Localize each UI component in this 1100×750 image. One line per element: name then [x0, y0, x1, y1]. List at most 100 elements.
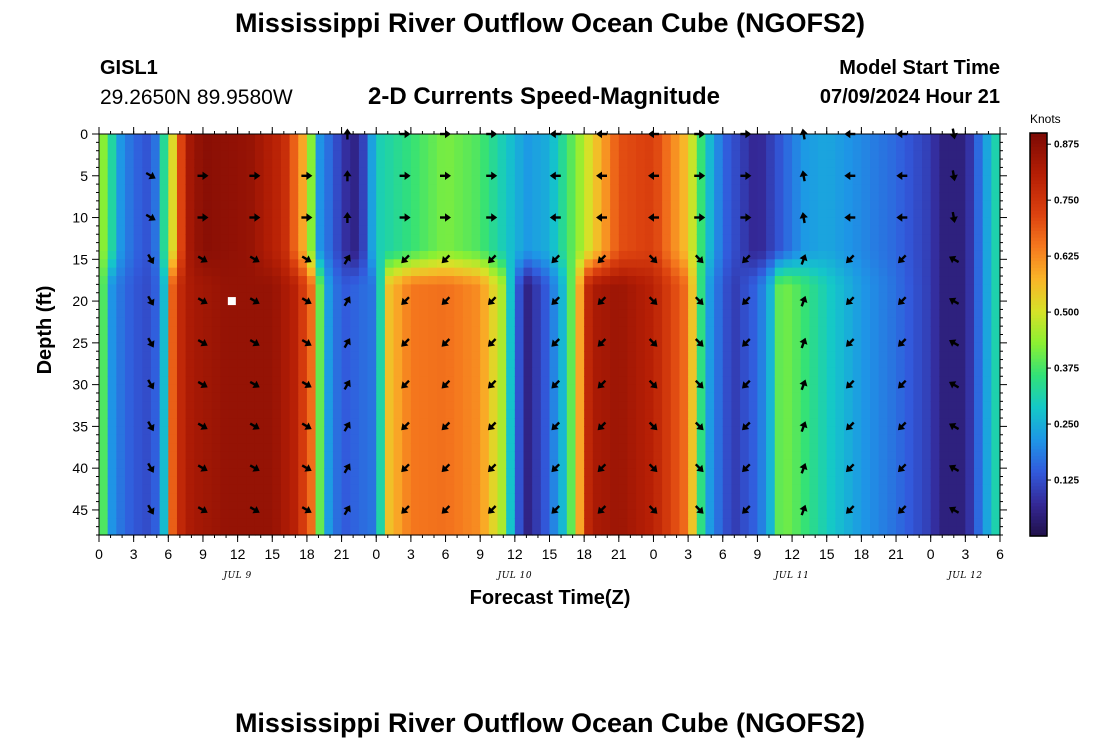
heatmap-cell	[852, 242, 862, 252]
heatmap-cell	[254, 317, 265, 327]
heatmap-cell	[350, 217, 360, 227]
heatmap-cell	[228, 367, 239, 377]
heatmap-cell	[592, 376, 603, 386]
heatmap-cell	[272, 484, 282, 494]
heatmap-cell	[861, 234, 871, 244]
heatmap-cell	[332, 426, 343, 436]
heatmap-cell	[289, 476, 299, 486]
heatmap-cell	[757, 526, 767, 536]
heatmap-cell	[610, 167, 620, 177]
heatmap-cell	[896, 526, 906, 536]
heatmap-cell	[358, 392, 369, 402]
heatmap-cell	[506, 326, 516, 336]
heatmap-cell	[133, 418, 143, 427]
heatmap-cell	[488, 134, 499, 143]
heatmap-cell	[714, 359, 724, 369]
heatmap-cell	[185, 142, 195, 152]
heatmap-cell	[558, 284, 568, 294]
heatmap-cell	[592, 192, 603, 202]
heatmap-cell	[462, 359, 473, 369]
heatmap-cell	[766, 234, 776, 244]
heatmap-cell	[480, 426, 490, 436]
heatmap-cell	[783, 351, 793, 361]
heatmap-cell	[506, 134, 516, 143]
heatmap-cell	[896, 159, 906, 169]
heatmap-cell	[350, 367, 360, 377]
heatmap-cell	[228, 493, 239, 503]
heatmap-cell	[523, 351, 533, 361]
heatmap-cell	[116, 184, 126, 194]
heatmap-cell	[436, 276, 447, 285]
heatmap-cell	[202, 292, 213, 302]
heatmap-cell	[748, 134, 759, 143]
heatmap-cell	[878, 267, 888, 277]
heatmap-cell	[402, 276, 412, 285]
heatmap-cell	[714, 351, 724, 361]
heatmap-cell	[601, 326, 611, 336]
heatmap-cell	[367, 459, 377, 469]
heatmap-cell	[150, 493, 161, 503]
heatmap-cell	[514, 501, 525, 511]
heatmap-cell	[740, 142, 750, 152]
heatmap-cell	[202, 443, 213, 453]
heatmap-cell	[601, 184, 611, 194]
heatmap-cell	[930, 259, 940, 269]
heatmap-cell	[523, 159, 533, 169]
heatmap-cell	[584, 317, 594, 327]
heatmap-cell	[523, 401, 533, 411]
heatmap-cell	[168, 259, 178, 269]
heatmap-cell	[358, 351, 369, 361]
heatmap-cell	[419, 175, 429, 185]
heatmap-cell	[324, 309, 334, 319]
heatmap-cell	[722, 184, 733, 194]
heatmap-cell	[549, 326, 559, 336]
heatmap-cell	[488, 342, 499, 352]
heatmap-cell	[627, 443, 637, 453]
heatmap-cell	[194, 309, 204, 319]
heatmap-cell	[974, 351, 984, 361]
heatmap-cell	[982, 459, 992, 469]
heatmap-cell	[705, 317, 715, 327]
heatmap-cell	[982, 476, 992, 486]
heatmap-cell	[176, 317, 187, 327]
heatmap-cell	[731, 250, 741, 260]
heatmap-cell	[748, 209, 759, 219]
heatmap-cell	[116, 342, 126, 352]
heatmap-cell	[835, 451, 845, 461]
heatmap-cell	[601, 250, 611, 260]
heatmap-cell	[887, 359, 897, 369]
heatmap-cell	[142, 376, 152, 386]
heatmap-cell	[393, 443, 403, 453]
heatmap-cell	[142, 326, 152, 336]
heatmap-cell	[532, 476, 542, 486]
heatmap-cell	[740, 484, 750, 494]
heatmap-cell	[653, 284, 663, 294]
heatmap-cell	[982, 292, 992, 302]
heatmap-cell	[384, 317, 395, 327]
heatmap-cell	[488, 259, 499, 269]
heatmap-cell	[150, 234, 161, 244]
heatmap-cell	[523, 200, 533, 210]
heatmap-cell	[332, 351, 343, 361]
heatmap-cell	[670, 326, 681, 336]
heatmap-cell	[627, 301, 637, 311]
heatmap-cell	[246, 376, 256, 386]
heatmap-cell	[116, 217, 126, 227]
heatmap-cell	[670, 292, 681, 302]
heatmap-cell	[714, 509, 724, 519]
heatmap-cell	[584, 225, 594, 235]
heatmap-cell	[488, 484, 499, 494]
heatmap-cell	[454, 468, 464, 478]
heatmap-cell	[792, 459, 802, 469]
heatmap-cell	[159, 142, 169, 152]
heatmap-cell	[627, 309, 637, 319]
heatmap-cell	[272, 217, 282, 227]
heatmap-cell	[350, 234, 360, 244]
heatmap-cell	[142, 418, 152, 427]
heatmap-cell	[835, 234, 845, 244]
heatmap-cell	[705, 518, 715, 528]
heatmap-cell	[454, 276, 464, 285]
heatmap-cell	[436, 242, 447, 252]
heatmap-cell	[792, 200, 802, 210]
heatmap-cell	[982, 468, 992, 478]
